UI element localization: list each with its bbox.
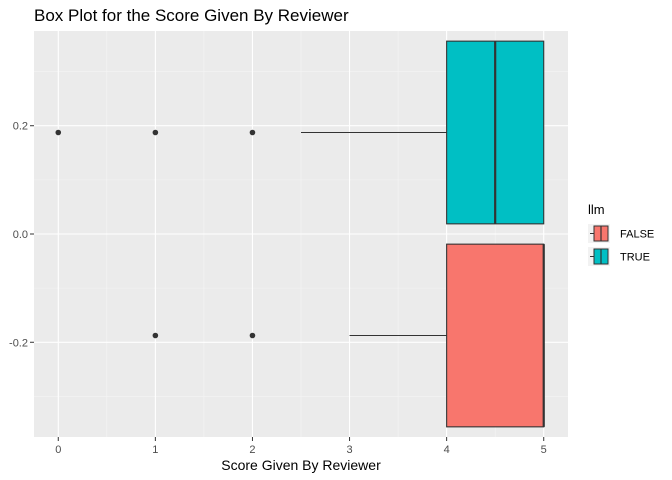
y-tick-label: 0.2 bbox=[13, 121, 28, 133]
legend-title: llm bbox=[588, 202, 605, 217]
legend: llm FALSE TRUE bbox=[588, 202, 654, 266]
box-true bbox=[55, 40, 545, 225]
legend-label-true: TRUE bbox=[620, 252, 650, 264]
outlier-point-false bbox=[152, 332, 159, 339]
boxes bbox=[55, 40, 545, 428]
x-axis: 0 1 2 3 4 5 bbox=[55, 437, 547, 456]
x-tick-label: 5 bbox=[541, 444, 547, 456]
legend-key-false bbox=[588, 224, 610, 243]
chart-title: Box Plot for the Score Given By Reviewer bbox=[34, 6, 349, 25]
x-tick-label: 1 bbox=[152, 444, 158, 456]
legend-key-true bbox=[588, 247, 610, 266]
x-tick-label: 3 bbox=[346, 444, 352, 456]
y-axis: 0.2 0.0 -0.2 bbox=[9, 121, 34, 349]
outlier-point-true bbox=[249, 129, 256, 136]
x-tick-label: 2 bbox=[249, 444, 255, 456]
x-tick-label: 0 bbox=[55, 444, 61, 456]
legend-label-false: FALSE bbox=[620, 229, 654, 241]
outlier-point-true bbox=[152, 129, 159, 136]
x-axis-title: Score Given By Reviewer bbox=[221, 457, 381, 473]
major-grid bbox=[34, 31, 568, 437]
box-false bbox=[152, 243, 545, 428]
y-tick-label: 0.0 bbox=[13, 229, 28, 241]
y-tick-label: -0.2 bbox=[9, 337, 28, 349]
x-tick-label: 4 bbox=[444, 444, 450, 456]
iqr-box-false bbox=[446, 243, 545, 428]
outlier-point-false bbox=[249, 332, 256, 339]
outlier-point-true bbox=[55, 129, 62, 136]
